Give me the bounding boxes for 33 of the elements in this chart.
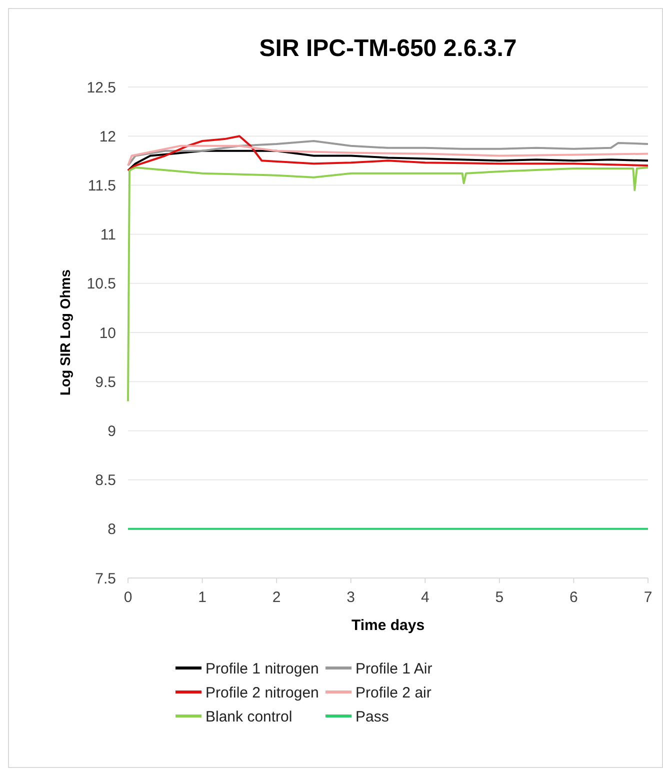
y-tick-label: 11.5 bbox=[88, 177, 116, 194]
x-tick-label: 6 bbox=[570, 589, 578, 606]
line-series bbox=[127, 135, 649, 172]
y-tick-label: 8 bbox=[108, 521, 116, 538]
y-tick-label: 11 bbox=[100, 226, 116, 244]
x-tick-label: 0 bbox=[124, 589, 132, 606]
y-tick-label: 9 bbox=[108, 422, 116, 440]
y-tick-label: 12 bbox=[99, 128, 116, 146]
x-tick-label: 7 bbox=[644, 589, 652, 606]
y-tick-label: 10 bbox=[99, 324, 116, 342]
y-tick-label: 8.5 bbox=[95, 472, 116, 490]
line-series bbox=[127, 150, 649, 172]
legend-label: Blank control bbox=[206, 708, 292, 726]
x-tick-label: 1 bbox=[198, 589, 206, 606]
y-tick-label: 10.5 bbox=[86, 276, 116, 293]
line-series bbox=[127, 166, 649, 402]
legend-label: Profile 1 Air bbox=[356, 660, 432, 678]
y-axis-title: Log SIR Log Ohms bbox=[57, 269, 73, 396]
legend-label: Pass bbox=[356, 708, 389, 726]
legend-label: Profile 2 nitrogen bbox=[206, 684, 319, 702]
x-tick-label: 5 bbox=[495, 589, 504, 606]
legend-label: Profile 1 nitrogen bbox=[206, 660, 319, 678]
y-tick-label: 12.5 bbox=[86, 79, 116, 96]
line-series bbox=[127, 140, 649, 167]
line-series bbox=[127, 144, 649, 167]
y-tick-label: 9.5 bbox=[95, 374, 116, 391]
x-tick-label: 2 bbox=[272, 589, 281, 606]
x-tick-label: 4 bbox=[420, 589, 430, 606]
x-axis-title: Time days bbox=[351, 617, 425, 634]
x-tick-label: 3 bbox=[346, 589, 356, 606]
chart-title: SIR IPC-TM-650 2.6.3.7 bbox=[259, 35, 517, 62]
y-tick-label: 7.5 bbox=[95, 570, 116, 588]
legend-label: Profile 2 air bbox=[356, 684, 432, 702]
